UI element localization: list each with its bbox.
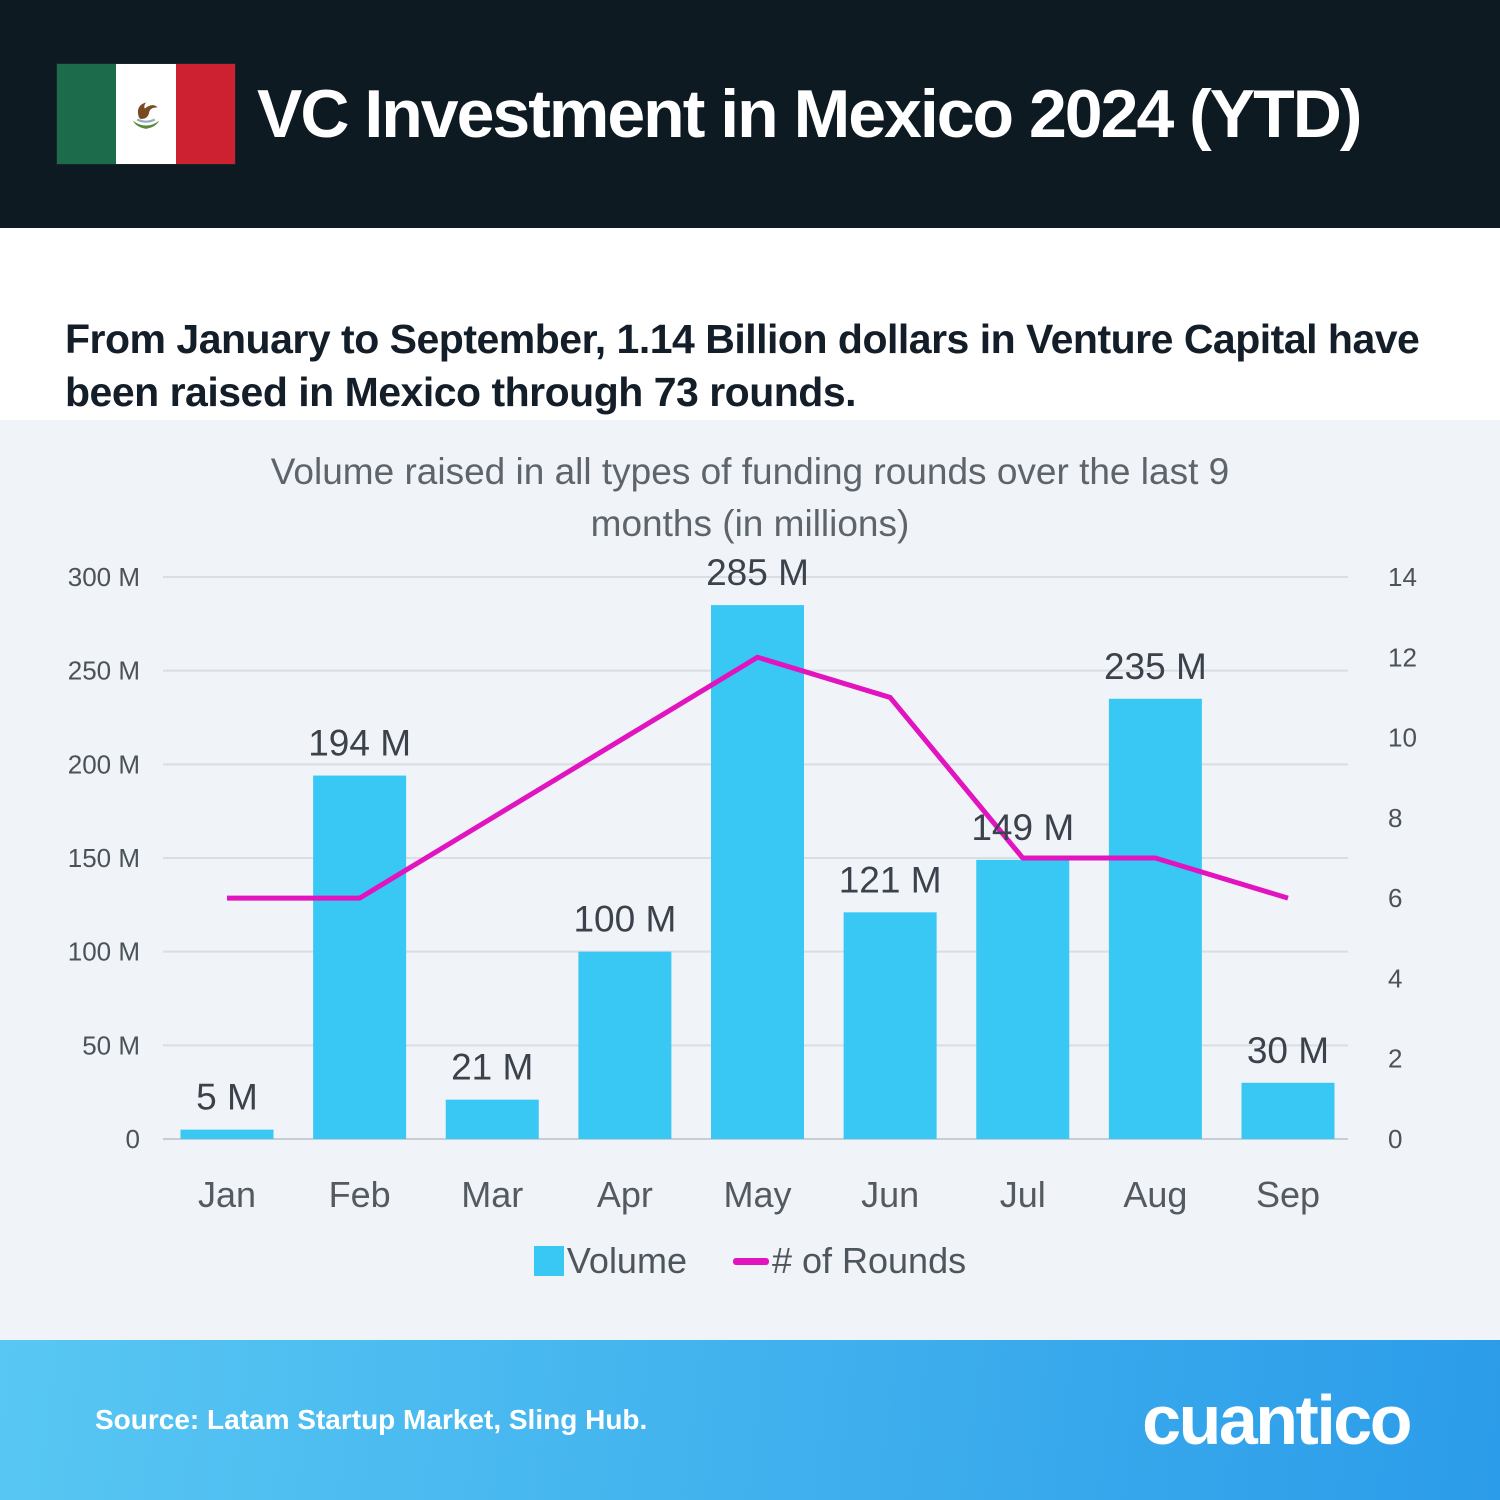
page-title: VC Investment in Mexico 2024 (YTD) — [257, 76, 1362, 152]
left-axis-tick: 50 M — [82, 1030, 140, 1060]
bar-value-label: 100 M — [573, 899, 676, 940]
legend-item-rounds: # of Rounds — [732, 1240, 967, 1282]
cuantico-logo: cuantico — [1142, 1381, 1412, 1459]
legend-volume-label: Volume — [566, 1240, 687, 1281]
subtitle-text: From January to September, 1.14 Billion … — [65, 316, 1420, 415]
month-label: May — [723, 1174, 791, 1215]
legend-item-volume: Volume — [533, 1240, 687, 1282]
source-text: Source: Latam Startup Market, Sling Hub. — [95, 1404, 648, 1435]
month-label: Feb — [329, 1174, 391, 1215]
bar-value-label: 194 M — [308, 723, 411, 764]
right-axis-tick: 10 — [1388, 723, 1417, 753]
bar-feb — [313, 775, 407, 1139]
bar-value-label: 121 M — [839, 859, 942, 900]
left-axis-tick: 100 M — [68, 937, 140, 967]
month-label: Aug — [1123, 1174, 1187, 1215]
bar-value-label: 21 M — [451, 1047, 533, 1088]
chart-legend: Volume # of Rounds — [0, 1240, 1500, 1282]
bar-aug — [1108, 698, 1202, 1139]
bar-apr — [578, 951, 672, 1139]
left-axis-tick: 150 M — [68, 843, 140, 873]
flag-eagle-emblem-icon — [132, 102, 160, 129]
footer: Source: Latam Startup Market, Sling Hub.… — [0, 1340, 1500, 1500]
month-label: Jun — [861, 1174, 919, 1215]
chart-title: Volume raised in all types of funding ro… — [270, 451, 1230, 544]
right-axis-tick: 0 — [1388, 1124, 1402, 1154]
bar-value-label: 5 M — [196, 1077, 258, 1118]
bar-value-label: 30 M — [1247, 1030, 1329, 1071]
bar-value-label: 235 M — [1104, 646, 1207, 687]
rounds-swatch-icon — [732, 1257, 769, 1265]
flag-red-stripe — [175, 64, 235, 164]
legend-rounds-label: # of Rounds — [771, 1240, 967, 1281]
header: VC Investment in Mexico 2024 (YTD) — [0, 0, 1500, 228]
left-axis-tick: 0 — [126, 1124, 140, 1154]
bar-value-label: 285 M — [706, 552, 809, 593]
right-axis-tick: 6 — [1388, 883, 1402, 913]
right-axis-tick: 4 — [1388, 963, 1402, 993]
right-axis-tick: 2 — [1388, 1044, 1402, 1074]
right-axis-tick: 12 — [1388, 642, 1417, 672]
bar-value-label: 149 M — [971, 807, 1074, 848]
bar-mar — [445, 1099, 539, 1139]
month-label: Jan — [198, 1174, 256, 1215]
bar-sep — [1241, 1082, 1335, 1139]
month-label: Sep — [1256, 1174, 1320, 1215]
month-label: Jul — [1000, 1174, 1046, 1215]
volume-swatch-icon — [533, 1246, 564, 1276]
mexico-flag-icon — [57, 64, 235, 164]
right-axis-tick: 14 — [1388, 562, 1417, 592]
chart-section: Volume raised in all types of funding ro… — [0, 420, 1500, 1340]
left-axis-tick: 200 M — [68, 749, 140, 779]
flag-green-stripe — [57, 64, 117, 164]
bar-may — [711, 605, 804, 1139]
bar-jun — [843, 912, 937, 1139]
bar-jul — [976, 859, 1070, 1139]
month-label: Apr — [597, 1174, 653, 1215]
flag-white-stripe — [116, 64, 176, 164]
right-axis-tick: 8 — [1388, 803, 1402, 833]
bar-jan — [180, 1129, 274, 1139]
left-axis-tick: 250 M — [68, 656, 140, 686]
month-label: Mar — [461, 1174, 523, 1215]
left-axis-tick: 300 M — [68, 562, 140, 592]
rounds-line — [227, 654, 1289, 901]
subtitle-section: From January to September, 1.14 Billion … — [0, 228, 1500, 420]
